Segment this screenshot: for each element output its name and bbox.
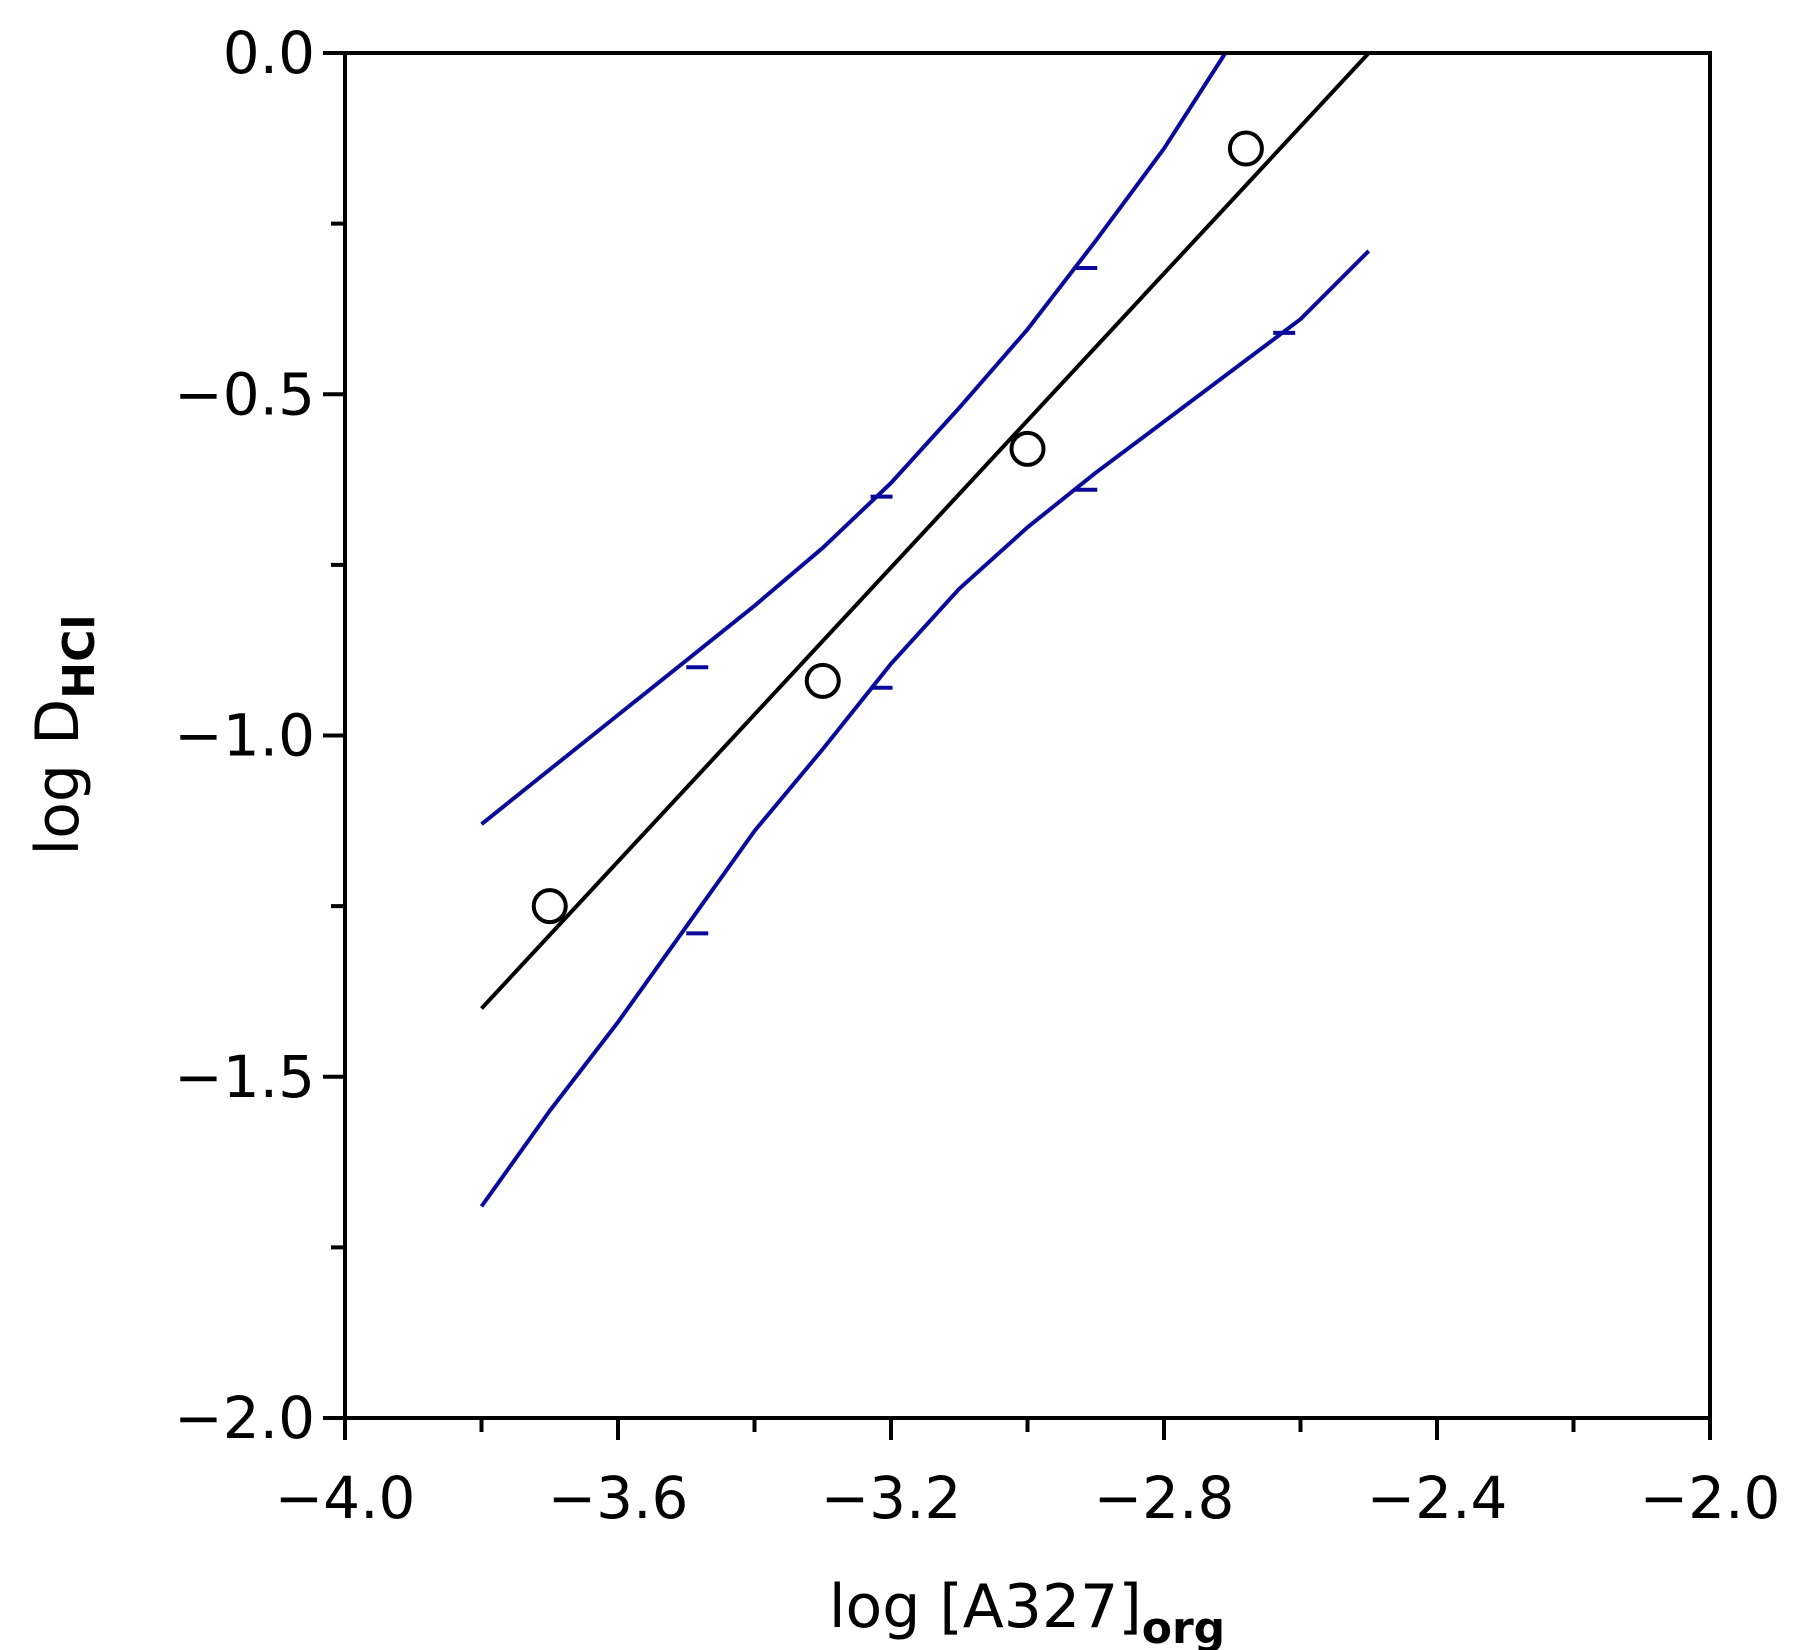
x-axis-title-sub: org bbox=[1142, 1603, 1225, 1650]
y-tick-label: −2.0 bbox=[174, 1384, 315, 1452]
x-tick-label: −3.2 bbox=[821, 1464, 962, 1532]
plot-frame bbox=[343, 51, 1712, 1420]
axis-ticks bbox=[323, 51, 1712, 1440]
x-tick-label: −4.0 bbox=[275, 1464, 416, 1532]
y-tick-label: −1.5 bbox=[174, 1043, 315, 1111]
y-tick-label: 0.0 bbox=[223, 19, 315, 87]
x-axis-title-main: log [A327] bbox=[829, 1572, 1142, 1642]
regression-line bbox=[480, 51, 1371, 1010]
data-point bbox=[531, 888, 568, 925]
x-tick-label: −2.0 bbox=[1640, 1464, 1781, 1532]
x-tick-labels: −4.0 −3.6 −3.2 −2.8 −2.4 −2.0 bbox=[275, 1464, 1781, 1532]
y-axis-title: log DHCl bbox=[23, 615, 105, 856]
y-tick-label: −1.0 bbox=[174, 702, 315, 770]
x-axis-title: log [A327]org bbox=[829, 1572, 1225, 1650]
y-tick-labels: 0.0 −0.5 −1.0 −1.5 −2.0 bbox=[174, 19, 315, 1452]
confidence-bands bbox=[479, 51, 1371, 1208]
data-point bbox=[804, 662, 841, 699]
upper-confidence-band bbox=[480, 51, 1228, 826]
x-tick-label: −2.4 bbox=[1367, 1464, 1508, 1532]
regression-line-group bbox=[480, 51, 1371, 1010]
y-axis-title-sub: HCl bbox=[54, 615, 105, 699]
y-axis-title-main: log D bbox=[23, 699, 93, 856]
data-point bbox=[1009, 430, 1046, 467]
lower-confidence-band bbox=[479, 249, 1371, 1208]
x-tick-label: −3.6 bbox=[548, 1464, 689, 1532]
data-point bbox=[1227, 130, 1264, 167]
data-points bbox=[531, 130, 1264, 925]
y-tick-label: −0.5 bbox=[174, 360, 315, 428]
x-tick-label: −2.8 bbox=[1094, 1464, 1235, 1532]
